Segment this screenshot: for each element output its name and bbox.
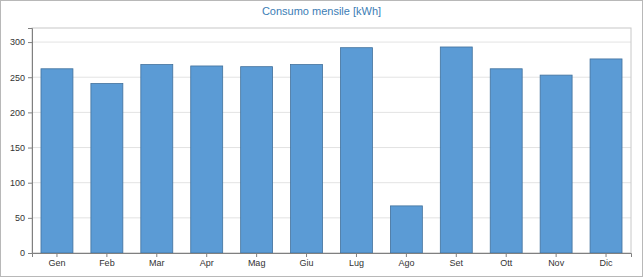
bar (440, 47, 472, 253)
x-tick-label: Dic (600, 258, 613, 268)
chart-border (1, 1, 643, 277)
chart-title: Consumo mensile [kWh] (262, 5, 381, 17)
x-tick-label: Ago (398, 258, 414, 268)
bar (390, 206, 422, 253)
y-tick-mark (28, 42, 32, 43)
x-tick: Apr (200, 253, 214, 268)
y-tick-label: 200 (10, 108, 25, 118)
y-axis-line (28, 29, 33, 254)
y-tick: 250 (10, 73, 32, 83)
chart: Consumo mensile [kWh] 0 50 100 150 200 250 300 G… (0, 0, 643, 277)
bar (590, 59, 622, 253)
y-tick: 100 (10, 178, 32, 188)
y-tick: 300 (10, 37, 32, 47)
x-tick-mark (356, 253, 357, 257)
bar (490, 69, 522, 253)
x-axis-line (33, 254, 632, 258)
y-tick-label: 300 (10, 37, 25, 47)
x-tick-mark (556, 253, 557, 257)
grid (32, 42, 631, 253)
x-tick: Nov (548, 253, 565, 268)
y-tick-label: 100 (10, 178, 25, 188)
x-tick-mark (156, 253, 157, 257)
y-tick: 50 (15, 213, 32, 223)
y-tick-mark (28, 112, 32, 113)
x-tick: Feb (99, 253, 115, 268)
x-tick-mark (606, 253, 607, 257)
y-tick: 0 (20, 248, 32, 258)
x-tick-label: Gen (48, 258, 65, 268)
x-tick-mark (56, 253, 57, 257)
x-tick-label: Nov (548, 258, 565, 268)
y-tick: 150 (10, 143, 32, 153)
y-axis: 0 50 100 150 200 250 300 (10, 29, 33, 259)
x-tick-label: Lug (349, 258, 364, 268)
x-tick-label: Set (450, 258, 464, 268)
x-tick-mark (206, 253, 207, 257)
bar (191, 66, 223, 253)
y-tick-label: 50 (15, 213, 25, 223)
x-tick-mark (506, 253, 507, 257)
x-tick-label: Giu (300, 258, 314, 268)
bar (540, 75, 572, 253)
grid-line (32, 42, 631, 43)
x-tick-mark (456, 253, 457, 257)
x-tick: Dic (600, 253, 613, 268)
x-axis: Gen Feb Mar Apr Mag Giu Lug Ago Set Ott Nov Dic (33, 253, 632, 268)
x-tick: Giu (300, 253, 314, 268)
x-tick: Mag (248, 253, 266, 268)
x-tick: Mar (149, 253, 165, 268)
x-tick-label: Feb (99, 258, 115, 268)
x-tick-mark (106, 253, 107, 257)
x-tick-label: Apr (200, 258, 214, 268)
bar (291, 65, 323, 253)
x-tick: Set (450, 253, 464, 268)
y-tick-label: 0 (20, 248, 25, 258)
x-tick: Ott (500, 253, 513, 268)
y-tick-label: 150 (10, 143, 25, 153)
x-tick: Gen (48, 253, 65, 268)
x-tick-label: Mag (248, 258, 266, 268)
x-tick-label: Ott (500, 258, 513, 268)
y-tick-mark (28, 253, 32, 254)
plot-frame (32, 28, 631, 253)
bar (141, 65, 173, 253)
y-tick-mark (28, 77, 32, 78)
y-tick: 200 (10, 108, 32, 118)
y-tick-mark (28, 148, 32, 149)
y-tick-mark (28, 183, 32, 184)
plot: 0 50 100 150 200 250 300 Gen Feb Mar Apr Mag Giu Lug A… (10, 28, 632, 268)
x-tick-label: Mar (149, 258, 165, 268)
bars (41, 47, 622, 253)
bar (41, 69, 73, 253)
x-tick-mark (256, 253, 257, 257)
y-tick-mark (28, 218, 32, 219)
x-tick: Ago (398, 253, 414, 268)
bar (340, 48, 372, 253)
y-tick-label: 250 (10, 73, 25, 83)
x-tick: Lug (349, 253, 364, 268)
x-tick-mark (306, 253, 307, 257)
bar (241, 67, 273, 253)
x-tick-mark (406, 253, 407, 257)
bar (91, 84, 123, 253)
